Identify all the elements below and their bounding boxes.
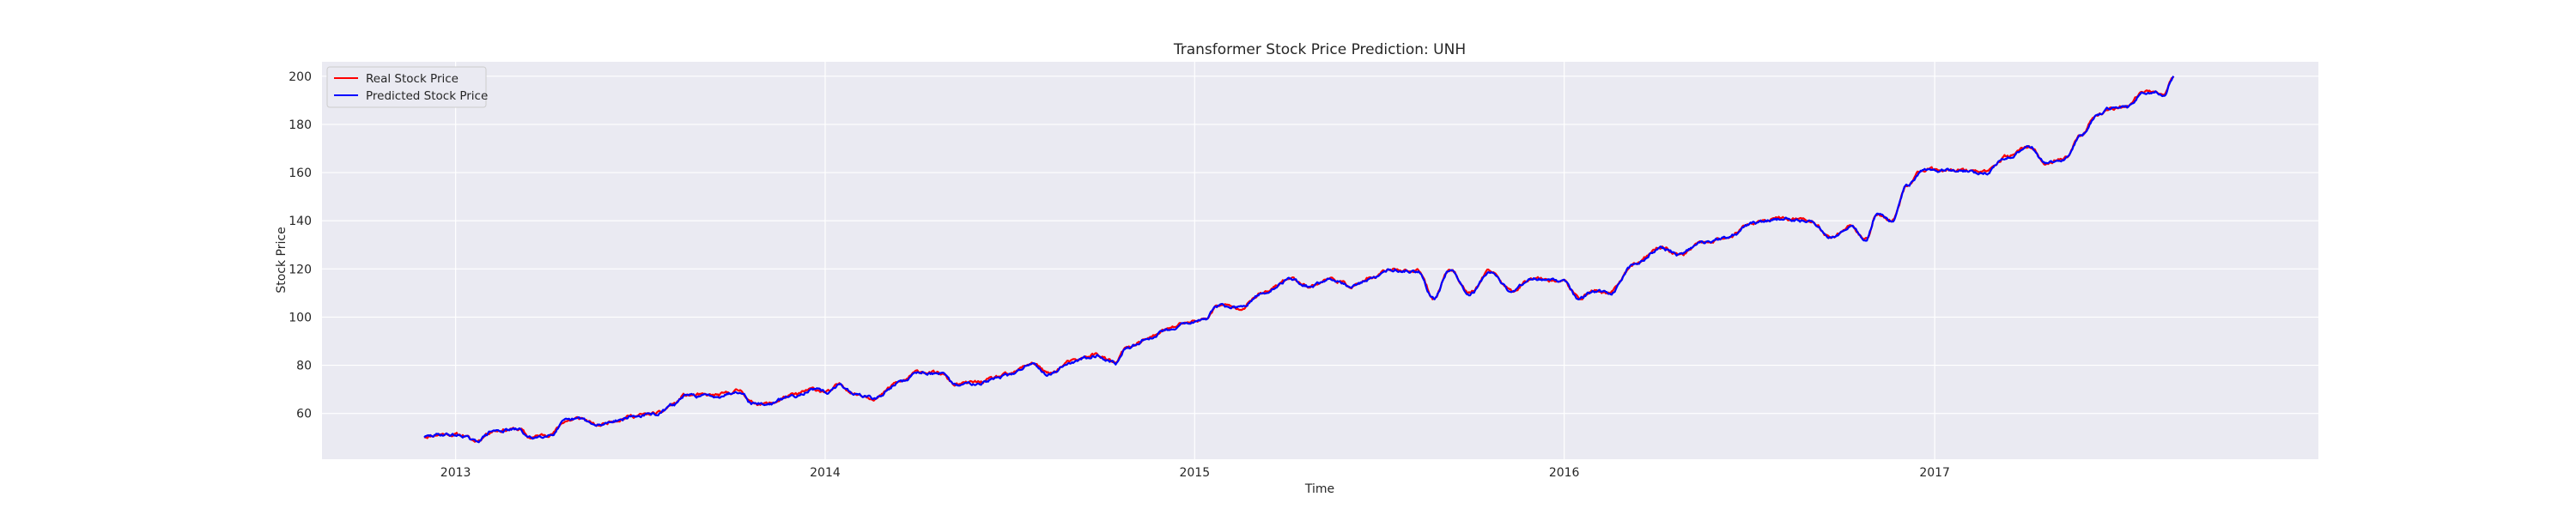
y-axis-label: Stock Price	[275, 227, 289, 293]
y-tick-label: 200	[289, 70, 312, 84]
y-tick-label: 100	[289, 311, 312, 324]
x-axis-label: Time	[1304, 482, 1334, 496]
x-tick-label: 2014	[810, 466, 841, 480]
y-tick-label: 140	[289, 215, 312, 228]
y-tick-label: 80	[296, 360, 312, 373]
x-tick-label: 2015	[1179, 466, 1210, 480]
legend: Real Stock Price Predicted Stock Price	[326, 66, 488, 108]
y-tick-label: 180	[289, 118, 312, 132]
x-tick-label: 2017	[1919, 466, 1950, 480]
y-tick-label: 60	[296, 408, 312, 421]
y-tick-label: 160	[289, 167, 312, 180]
legend-label-real: Real Stock Price	[366, 72, 459, 86]
y-axis-ticks: 60 80 100 120 140 160 180 200	[289, 70, 312, 421]
plot-area	[322, 62, 2318, 459]
grid	[322, 62, 2318, 459]
series-predicted-stock-price	[423, 76, 2175, 444]
x-tick-label: 2016	[1549, 466, 1580, 480]
x-tick-label: 2013	[440, 466, 471, 480]
series-layer	[423, 76, 2175, 444]
legend-label-predicted: Predicted Stock Price	[366, 89, 488, 103]
y-tick-label: 120	[289, 263, 312, 276]
legend-box	[326, 66, 487, 108]
x-axis-ticks: 2013 2014 2015 2016 2017	[440, 466, 1950, 480]
chart-title: Transformer Stock Price Prediction: UNH	[1173, 41, 1466, 58]
